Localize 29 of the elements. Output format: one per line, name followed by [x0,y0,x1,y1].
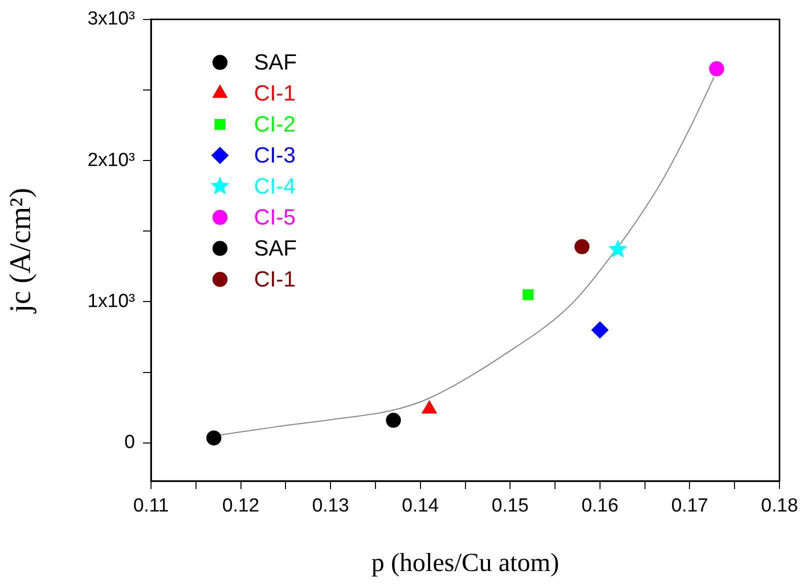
x-tick-label: 0.18 [761,496,798,517]
x-tick-label: 0.17 [671,496,708,517]
x-tick-label: 0.11 [133,496,169,517]
legend-label: SAF [254,49,297,74]
y-tick-label: 0 [124,432,135,454]
x-tick-label: 0.12 [222,496,260,517]
legend-label: CI-4 [254,173,296,198]
point [206,430,222,446]
y-axis-title: jc (A/cm²) [4,188,37,314]
x-tick-label: 0.16 [581,496,618,517]
legend-label: SAF [254,235,297,260]
x-tick-label: 0.14 [402,496,440,517]
point [522,289,534,300]
y-tick-label: 3x10³ [87,8,135,30]
legend-label: CI-5 [254,204,296,230]
legend-label: CI-1 [254,80,296,106]
legend-label: CI-2 [254,111,296,136]
x-axis-title: p (holes/Cu atom) [371,548,560,578]
legend-label: CI-1 [254,266,296,292]
point [709,61,724,76]
point [591,321,608,338]
y-tick-label: 1x10³ [87,290,135,312]
x-tick-label: 0.15 [492,496,529,517]
point [386,412,401,428]
point [608,239,628,258]
point [574,239,590,254]
y-tick-label: 2x10³ [87,150,135,171]
legend-label: CI-3 [254,142,296,168]
x-tick-label: 0.13 [312,496,350,517]
